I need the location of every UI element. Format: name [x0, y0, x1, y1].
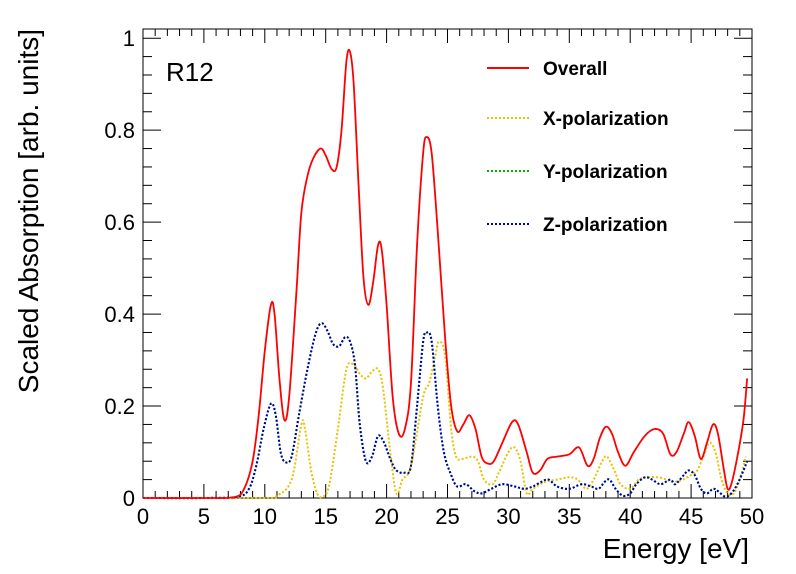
- x-tick-label: 25: [435, 504, 459, 529]
- y-tick-label: 0.4: [104, 302, 135, 327]
- x-tick-label: 15: [313, 504, 337, 529]
- x-axis-ticks: 0 5 10 15 20 25 30 35 40 45 50: [137, 29, 764, 529]
- legend-label-overall: Overall: [543, 59, 607, 80]
- plot-frame: [142, 28, 753, 499]
- series-line-z-polarization: [142, 322, 749, 500]
- legend-label-x-polarization: X-polarization: [543, 109, 669, 130]
- y-axis-title: Scaled Absorption [arb. units]: [13, 29, 44, 393]
- x-tick-label: 30: [496, 504, 520, 529]
- series-line-overall: [142, 48, 749, 499]
- x-tick-label: 20: [374, 504, 398, 529]
- legend-label-y-polarization: Y-polarization: [543, 162, 668, 183]
- series-layer: [142, 48, 749, 500]
- x-tick-label: 10: [253, 504, 277, 529]
- y-tick-label: 0: [123, 486, 135, 511]
- x-tick-label: 0: [137, 504, 149, 529]
- y-tick-label: 1: [123, 26, 135, 51]
- y-tick-label: 0.2: [104, 394, 135, 419]
- y-axis-ticks: 0 0.2 0.4 0.6 0.8 1: [104, 26, 752, 511]
- x-axis-title: Energy [eV]: [603, 533, 749, 564]
- y-tick-label: 0.6: [104, 210, 135, 235]
- x-tick-label: 45: [679, 504, 703, 529]
- y-tick-label: 0.8: [104, 118, 135, 143]
- legend: Overall X-polarization Y-polarization Z-pol…: [487, 59, 669, 236]
- x-tick-label: 35: [557, 504, 581, 529]
- legend-label-z-polarization: Z-polarization: [543, 215, 668, 236]
- region-annotation: R12: [166, 57, 214, 87]
- x-tick-label: 40: [618, 504, 642, 529]
- x-tick-label: 50: [740, 504, 764, 529]
- x-tick-label: 5: [198, 504, 210, 529]
